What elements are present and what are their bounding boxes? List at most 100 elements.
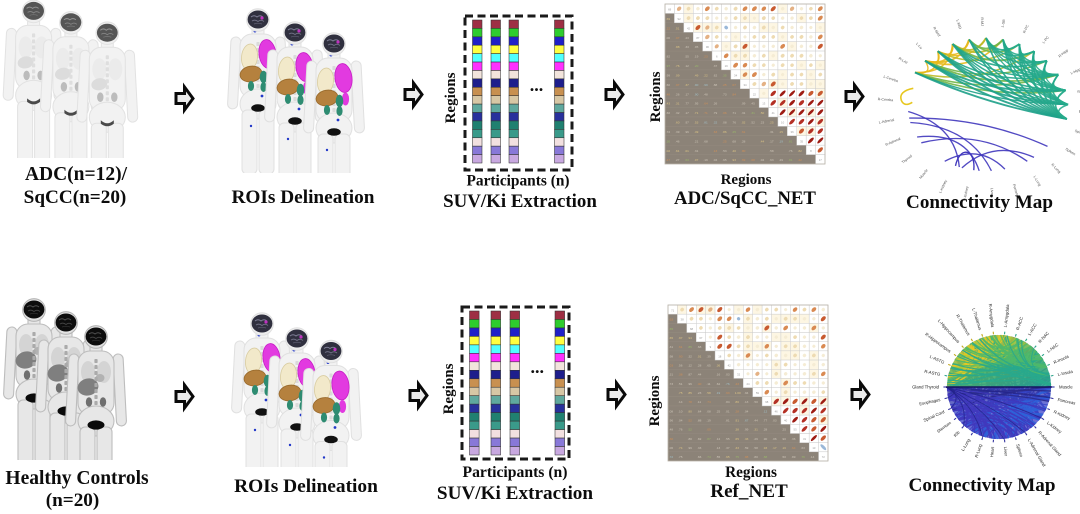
svg-text:.58: .58 [769, 149, 774, 153]
svg-text:.33: .33 [685, 45, 690, 49]
svg-text:.68: .68 [697, 345, 702, 349]
svg-text:Esophagus: Esophagus [919, 397, 941, 406]
svg-text:.49: .49 [694, 130, 699, 134]
svg-text:.64: .64 [697, 409, 702, 413]
svg-text:13: 13 [762, 102, 766, 106]
svg-text:Femoral: Femoral [1012, 184, 1020, 198]
svg-text:.81: .81 [725, 419, 730, 423]
svg-text:Connectivity Map: Connectivity Map [906, 192, 1053, 213]
svg-text:.74: .74 [706, 455, 711, 459]
svg-text:19: 19 [725, 64, 729, 68]
svg-text:.63: .63 [669, 318, 674, 322]
svg-text:.90: .90 [763, 437, 768, 441]
svg-text:.22: .22 [798, 158, 803, 162]
svg-text:.98: .98 [669, 354, 674, 358]
svg-text:R-Kidney: R-Kidney [963, 186, 970, 201]
svg-text:.76: .76 [801, 455, 806, 459]
svg-text:.76: .76 [678, 428, 683, 432]
svg-text:.28: .28 [697, 364, 702, 368]
svg-text:.29: .29 [754, 437, 759, 441]
svg-text:.25: .25 [716, 409, 721, 413]
svg-text:R-Cereba: R-Cereba [878, 97, 894, 102]
svg-text:.13: .13 [744, 400, 749, 404]
svg-text:.51: .51 [675, 26, 680, 30]
svg-text:35: 35 [800, 139, 804, 143]
svg-text:R-NAC: R-NAC [1037, 331, 1050, 344]
svg-text:R-ACC: R-ACC [1015, 316, 1024, 330]
svg-text:Regions: Regions [647, 375, 663, 426]
svg-text:.86: .86 [735, 400, 740, 404]
svg-text:.62: .62 [716, 382, 721, 386]
svg-text:Spinal: Spinal [1074, 129, 1080, 136]
svg-text:.99: .99 [666, 74, 671, 78]
svg-text:18: 18 [718, 354, 722, 358]
svg-text:.17: .17 [772, 446, 777, 450]
svg-text:.04: .04 [760, 158, 765, 162]
svg-text:.19: .19 [716, 391, 721, 395]
svg-text:L-Lung: L-Lung [1033, 175, 1042, 187]
svg-text:.21: .21 [694, 139, 699, 143]
svg-text:.02: .02 [666, 149, 671, 153]
svg-text:.73: .73 [669, 382, 674, 386]
svg-text:SUV/Ki Extraction: SUV/Ki Extraction [437, 483, 593, 504]
svg-text:.90: .90 [678, 354, 683, 358]
svg-text:.28: .28 [763, 428, 768, 432]
svg-text:.52: .52 [751, 121, 756, 125]
svg-text:.04: .04 [713, 158, 718, 162]
svg-text:.68: .68 [703, 139, 708, 143]
svg-text:.31: .31 [669, 345, 674, 349]
svg-text:.76: .76 [725, 382, 730, 386]
svg-text:.48: .48 [703, 92, 708, 96]
svg-text:.74: .74 [706, 400, 711, 404]
svg-text:8: 8 [810, 149, 812, 153]
svg-text:9: 9 [710, 345, 712, 349]
svg-text:98: 98 [765, 400, 769, 404]
svg-text:.94: .94 [744, 391, 749, 395]
svg-text:.43: .43 [735, 382, 740, 386]
svg-text:.28: .28 [735, 409, 740, 413]
svg-text:.84: .84 [732, 92, 737, 96]
svg-text:Ref_NET: Ref_NET [710, 481, 788, 502]
svg-text:Regions: Regions [648, 71, 664, 122]
svg-text:.25: .25 [769, 121, 774, 125]
svg-text:.63: .63 [801, 446, 806, 450]
svg-text:L-Insula: L-Insula [1057, 369, 1074, 377]
svg-text:.61: .61 [678, 345, 683, 349]
svg-text:.07: .07 [675, 36, 680, 40]
svg-text:.77: .77 [685, 102, 690, 106]
svg-text:.96: .96 [685, 130, 690, 134]
svg-text:.58: .58 [706, 391, 711, 395]
svg-text:.04: .04 [744, 409, 749, 413]
svg-text:.07: .07 [675, 83, 680, 87]
svg-text:13: 13 [812, 446, 816, 450]
svg-text:.00: .00 [666, 36, 671, 40]
svg-text:.60: .60 [675, 121, 680, 125]
svg-text:Regions: Regions [725, 464, 777, 481]
svg-text:R-FMO: R-FMO [1077, 88, 1080, 94]
svg-text:.19: .19 [779, 139, 784, 143]
svg-text:.81: .81 [788, 139, 793, 143]
svg-text:L-Amygdala: L-Amygdala [1003, 304, 1010, 328]
svg-text:.12: .12 [716, 437, 721, 441]
svg-text:10: 10 [781, 121, 785, 125]
svg-text:.76: .76 [732, 121, 737, 125]
svg-text:Spleen: Spleen [1065, 147, 1077, 156]
svg-text:.23: .23 [697, 391, 702, 395]
svg-text:Liver: Liver [1003, 446, 1009, 456]
svg-text:R-ASTG: R-ASTG [924, 369, 942, 377]
svg-text:.88: .88 [713, 83, 718, 87]
svg-text:.75: .75 [678, 391, 683, 395]
svg-text:.65: .65 [706, 364, 711, 368]
svg-text:.20: .20 [694, 64, 699, 68]
svg-text:.01: .01 [725, 409, 730, 413]
svg-text:.55: .55 [685, 55, 690, 59]
svg-text:.78: .78 [688, 400, 693, 404]
svg-text:.26: .26 [713, 102, 718, 106]
svg-text:Muscle: Muscle [919, 168, 929, 179]
svg-text:.49: .49 [779, 158, 784, 162]
svg-text:Pancreas: Pancreas [1057, 397, 1076, 406]
svg-text:.30: .30 [669, 437, 674, 441]
svg-text:L-ASTG: L-ASTG [929, 354, 946, 365]
svg-text:.23: .23 [703, 55, 708, 59]
svg-text:.80: .80 [754, 455, 759, 459]
